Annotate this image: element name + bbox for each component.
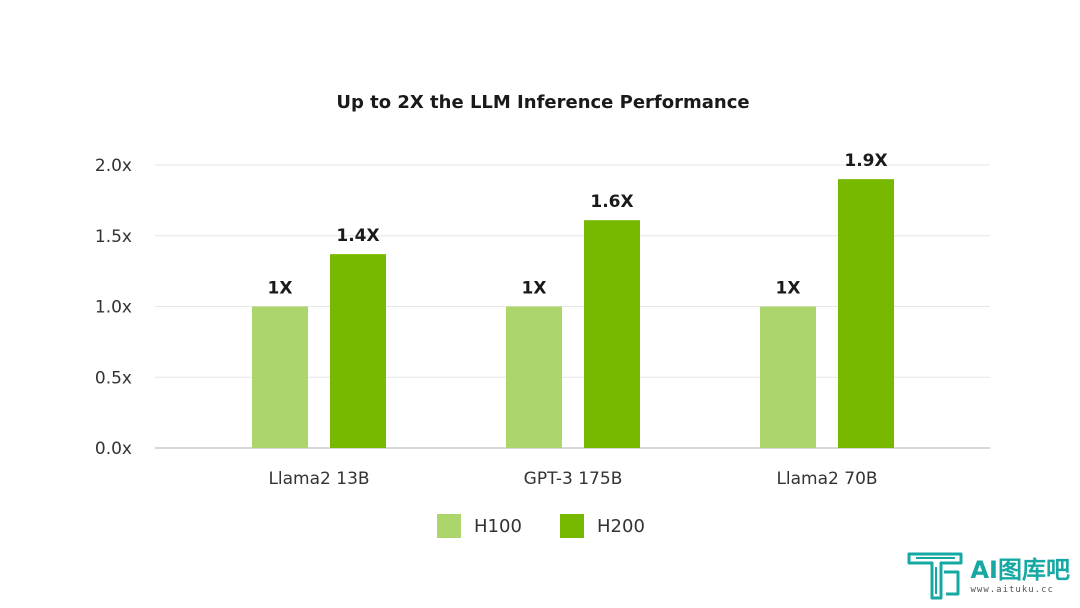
x-category-label: GPT-3 175B [524,469,623,489]
watermark: AI图库吧 www.aituku.cc [906,550,1070,602]
data-label: 1X [522,279,547,299]
x-axis-categories: Llama2 13B GPT-3 175B Llama2 70B [268,469,877,489]
y-tick-label: 0.5x [95,368,132,388]
bar-h200 [838,179,894,448]
legend: H100 H200 [437,514,645,538]
y-tick-label: 0.0x [95,439,132,459]
tk-logo-icon [907,552,963,600]
watermark-text: AI图库吧 [970,556,1070,584]
bar-h200 [584,220,640,448]
legend-swatch [437,514,461,538]
watermark-subtext: www.aituku.cc [970,585,1054,595]
bars [252,179,894,448]
bar-h100 [760,306,816,448]
legend-label: H100 [474,516,522,537]
y-axis-ticks: 0.0x 0.5x 1.0x 1.5x 2.0x [95,156,132,459]
data-label: 1X [776,279,801,299]
chart: Up to 2X the LLM Inference Performance 0… [95,92,990,538]
data-label: 1X [268,279,293,299]
y-tick-label: 2.0x [95,156,132,176]
legend-swatch [560,514,584,538]
y-tick-label: 1.5x [95,227,132,247]
data-label: 1.9X [844,151,887,171]
bar-h200 [330,254,386,448]
data-label: 1.6X [590,192,633,212]
x-category-label: Llama2 70B [776,469,877,489]
data-labels: 1X 1.4X 1X 1.6X 1X 1.9X [268,151,888,298]
x-category-label: Llama2 13B [268,469,369,489]
bar-h100 [252,306,308,448]
legend-label: H200 [597,516,645,537]
y-tick-label: 1.0x [95,298,132,318]
chart-title: Up to 2X the LLM Inference Performance [336,92,749,113]
data-label: 1.4X [336,226,379,246]
bar-h100 [506,306,562,448]
